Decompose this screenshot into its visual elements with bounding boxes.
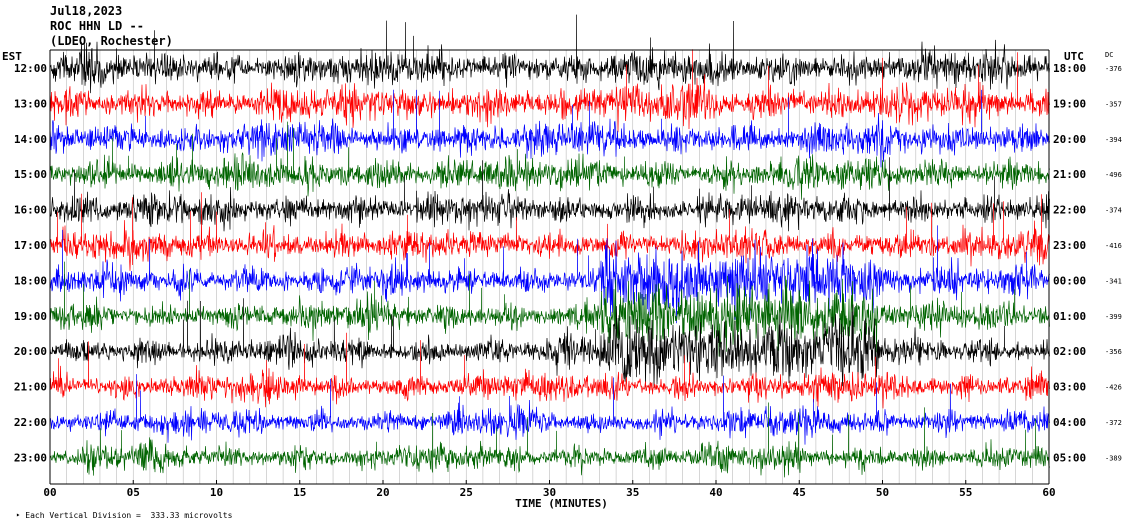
x-tick-label-12: 60 [1042, 486, 1055, 499]
dc-offset-label-8: -356 [1105, 348, 1122, 356]
right-hour-label-0: 18:00 [1053, 62, 1086, 75]
x-tick-label-8: 40 [709, 486, 722, 499]
seismic-trace-8 [49, 298, 1050, 388]
scale-icon: ‣ [15, 511, 26, 520]
left-hour-label-8: 20:00 [14, 345, 47, 358]
seismic-trace-5 [49, 192, 1050, 271]
x-tick-label-10: 50 [876, 486, 889, 499]
right-hour-label-6: 00:00 [1053, 274, 1086, 287]
seismic-trace-11 [49, 402, 1050, 478]
x-tick-label-9: 45 [793, 486, 806, 499]
left-axis-label: EST [2, 50, 22, 63]
dc-offset-label-9: -426 [1105, 384, 1122, 392]
right-hour-label-8: 02:00 [1053, 345, 1086, 358]
left-hour-label-6: 18:00 [14, 274, 47, 287]
dc-offset-label-4: -374 [1105, 207, 1122, 215]
dc-offset-label-11: -389 [1105, 454, 1122, 462]
right-hour-label-10: 04:00 [1053, 416, 1086, 429]
right-hour-label-3: 21:00 [1053, 168, 1086, 181]
right-hour-label-4: 22:00 [1053, 204, 1086, 217]
seismic-trace-6 [49, 225, 1050, 324]
dc-label: DC [1105, 51, 1113, 59]
x-tick-label-11: 55 [959, 486, 972, 499]
seismic-trace-10 [49, 374, 1050, 445]
right-hour-label-1: 19:00 [1053, 97, 1086, 110]
right-hour-label-7: 01:00 [1053, 310, 1086, 323]
x-tick-label-0: 00 [43, 486, 56, 499]
seismic-trace-4 [49, 157, 1050, 232]
dc-offset-label-5: -416 [1105, 242, 1122, 250]
x-axis-label: TIME (MINUTES) [515, 497, 608, 510]
dc-offset-label-0: -376 [1105, 65, 1122, 73]
right-hour-label-9: 03:00 [1053, 381, 1086, 394]
left-hour-label-0: 12:00 [14, 62, 47, 75]
left-hour-label-3: 15:00 [14, 168, 47, 181]
trace-group [49, 14, 1050, 478]
left-hour-label-2: 14:00 [14, 133, 47, 146]
x-tick-label-5: 25 [460, 486, 473, 499]
axes-group: EST UTC DC 12:00 18:00 -376 13:00 19:00 -357 14:0… [2, 49, 1122, 510]
right-hour-label-5: 23:00 [1053, 239, 1086, 252]
header-station: ROC HHN LD -- [50, 19, 144, 33]
dc-offset-label-1: -357 [1105, 100, 1122, 108]
right-hour-label-11: 05:00 [1053, 451, 1086, 464]
seismic-trace-9 [49, 332, 1050, 409]
left-hour-label-11: 23:00 [14, 451, 47, 464]
right-hour-label-2: 20:00 [1053, 133, 1086, 146]
header-date: Jul18,2023 [50, 4, 123, 18]
seismic-trace-7 [49, 261, 1050, 357]
left-hour-label-1: 13:00 [14, 97, 47, 110]
dc-offset-label-7: -399 [1105, 313, 1122, 321]
right-axis-label: UTC [1064, 50, 1084, 63]
dc-offset-label-6: -341 [1105, 277, 1122, 285]
minute-grid [66, 50, 1033, 484]
dc-offset-label-2: -394 [1105, 136, 1122, 144]
left-hour-label-4: 16:00 [14, 204, 47, 217]
left-hour-label-9: 21:00 [14, 381, 47, 394]
seismic-trace-3 [49, 121, 1050, 200]
x-tick-label-3: 15 [293, 486, 306, 499]
seismic-trace-2 [49, 89, 1050, 168]
x-tick-label-1: 05 [127, 486, 140, 499]
footnote: ‣ Each Vertical Division = 333.33 microv… [6, 502, 233, 520]
left-hour-label-10: 22:00 [14, 416, 47, 429]
left-hour-label-7: 19:00 [14, 310, 47, 323]
x-tick-label-2: 10 [210, 486, 223, 499]
seismic-trace-1 [49, 49, 1050, 133]
footnote-text: Each Vertical Division = 333.33 microvol… [25, 511, 233, 520]
x-tick-label-6: 30 [543, 486, 556, 499]
dc-offset-label-10: -372 [1105, 419, 1122, 427]
left-hour-label-5: 17:00 [14, 239, 47, 252]
dc-offset-label-3: -496 [1105, 171, 1122, 179]
x-tick-label-7: 35 [626, 486, 639, 499]
x-tick-label-4: 20 [376, 486, 389, 499]
